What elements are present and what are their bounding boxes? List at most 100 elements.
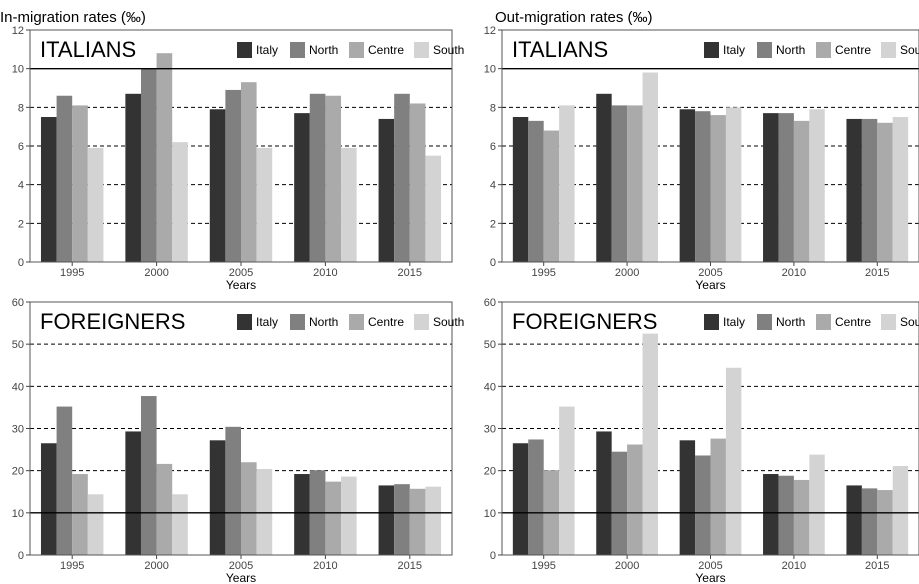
bar-centre-2010 — [325, 481, 342, 555]
bar-north-2015 — [861, 118, 878, 262]
x-tick-label: 1995 — [531, 267, 555, 279]
legend-label-centre: Centre — [835, 315, 871, 329]
bar-centre-2005 — [710, 438, 726, 555]
x-tick-label: 2000 — [615, 267, 639, 279]
bar-south-2000 — [642, 333, 658, 555]
bar-north-2000 — [140, 68, 157, 263]
legend-label-south: South — [900, 315, 919, 329]
legend-swatch-south — [881, 42, 896, 58]
x-tick-label: 2010 — [313, 560, 337, 572]
bar-north-2005 — [225, 89, 241, 262]
legend-swatch-south — [414, 42, 429, 58]
legend-label-north: North — [309, 43, 338, 57]
bar-centre-2005 — [241, 462, 257, 555]
y-tick-label: 10 — [484, 64, 496, 76]
legend-label-italy: Italy — [256, 43, 278, 57]
bar-italy-1995 — [40, 443, 57, 555]
group-label: ITALIANS — [40, 37, 136, 62]
x-tick-label: 2015 — [398, 267, 422, 279]
x-tick-label: 2015 — [865, 267, 889, 279]
y-tick-label: 30 — [12, 424, 24, 436]
y-tick-label: 8 — [490, 102, 496, 114]
bar-north-1995 — [56, 406, 73, 555]
bar-south-2010 — [341, 147, 357, 262]
bar-centre-2015 — [409, 488, 426, 555]
bar-north-1995 — [528, 120, 544, 262]
bar-italy-2000 — [596, 431, 612, 555]
legend-label-italy: Italy — [256, 315, 278, 329]
y-tick-label: 0 — [18, 257, 24, 269]
y-tick-label: 2 — [490, 218, 496, 230]
legend-swatch-italy — [237, 314, 252, 330]
legend-label-italy: Italy — [723, 315, 745, 329]
bar-south-2000 — [172, 494, 188, 555]
bar-italy-2005 — [679, 109, 696, 263]
x-tick-label: 2015 — [865, 560, 889, 572]
y-tick-label: 12 — [12, 25, 24, 37]
y-tick-label: 4 — [490, 180, 496, 192]
bar-italy-2010 — [294, 113, 310, 262]
bar-italy-2005 — [209, 440, 226, 555]
bar-centre-2000 — [156, 463, 173, 555]
bar-centre-2015 — [409, 103, 426, 262]
bar-italy-2010 — [763, 113, 779, 262]
x-tick-label: 1995 — [531, 560, 555, 572]
y-tick-label: 20 — [484, 466, 496, 478]
group-label: FOREIGNERS — [512, 309, 657, 334]
legend-label-south: South — [433, 315, 464, 329]
y-tick-label: 60 — [484, 297, 496, 309]
bar-italy-2005 — [209, 109, 226, 263]
legend-swatch-centre — [349, 314, 364, 330]
x-tick-label: 2000 — [615, 560, 639, 572]
y-tick-label: 4 — [18, 180, 24, 192]
legend-label-centre: Centre — [368, 315, 404, 329]
bar-south-2005 — [725, 107, 742, 262]
bar-south-2010 — [809, 109, 825, 263]
x-axis-label: Years — [226, 571, 256, 584]
x-tick-label: 2005 — [698, 267, 722, 279]
x-tick-label: 2000 — [144, 267, 168, 279]
bar-centre-2015 — [877, 490, 893, 555]
y-tick-label: 10 — [12, 508, 24, 520]
bar-south-2005 — [725, 367, 742, 555]
legend-swatch-centre — [349, 42, 364, 58]
y-tick-label: 50 — [12, 339, 24, 351]
legend-swatch-italy — [237, 42, 252, 58]
x-tick-label: 2015 — [398, 560, 422, 572]
bar-centre-1995 — [543, 130, 560, 262]
legend-swatch-centre — [816, 42, 831, 58]
bar-centre-2005 — [241, 82, 257, 262]
bar-centre-2015 — [877, 122, 893, 262]
bar-italy-1995 — [40, 117, 57, 262]
legend-swatch-centre — [816, 314, 831, 330]
legend-swatch-south — [881, 314, 896, 330]
bar-italy-2015 — [846, 485, 862, 555]
legend-swatch-italy — [704, 42, 719, 58]
bar-south-2000 — [172, 142, 188, 262]
x-tick-label: 2005 — [229, 560, 253, 572]
y-tick-label: 0 — [490, 550, 496, 562]
group-label: FOREIGNERS — [40, 309, 185, 334]
y-tick-label: 10 — [484, 508, 496, 520]
y-tick-label: 20 — [12, 466, 24, 478]
bar-centre-2000 — [627, 444, 643, 555]
bar-north-2015 — [861, 488, 878, 555]
bar-south-1995 — [559, 406, 575, 555]
bar-south-1995 — [87, 147, 104, 262]
bar-italy-1995 — [512, 443, 529, 555]
y-tick-label: 40 — [484, 381, 496, 393]
bar-centre-2010 — [793, 120, 810, 262]
bar-italy-2000 — [125, 93, 141, 262]
group-label: ITALIANS — [512, 37, 608, 62]
y-tick-label: 0 — [18, 550, 24, 562]
legend-swatch-italy — [704, 314, 719, 330]
x-tick-label: 2005 — [229, 267, 253, 279]
panel-italians-in-migration: 1995 2000 2005 2010 2015 0 2 4 6 8 10 12 Years ITALIA… — [12, 25, 465, 292]
bar-north-2000 — [611, 451, 628, 555]
x-axis-label: Years — [695, 571, 725, 584]
legend-swatch-south — [414, 314, 429, 330]
x-tick-label: 1995 — [60, 267, 84, 279]
bar-centre-1995 — [72, 105, 88, 263]
bar-north-2015 — [394, 484, 410, 555]
bar-italy-2010 — [294, 474, 310, 555]
